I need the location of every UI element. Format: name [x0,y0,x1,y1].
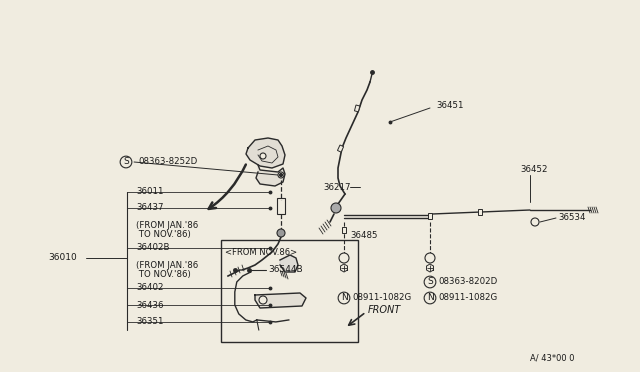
Text: <FROM NOV.86>: <FROM NOV.86> [225,248,297,257]
Text: 36544B: 36544B [268,266,303,275]
Circle shape [339,253,349,263]
Text: 36485: 36485 [350,231,378,240]
Text: 08363-8252D: 08363-8252D [138,157,197,167]
Bar [337,145,344,152]
Circle shape [259,296,267,304]
Circle shape [425,253,435,263]
Polygon shape [246,138,285,168]
Text: FRONT: FRONT [368,305,401,315]
Circle shape [260,153,266,159]
Text: TO NOV.'86): TO NOV.'86) [136,230,191,238]
Text: N: N [427,294,433,302]
Circle shape [531,218,539,226]
Text: 36534: 36534 [558,214,586,222]
Text: 08911-1082G: 08911-1082G [352,294,412,302]
Polygon shape [256,165,285,186]
Bar [355,105,360,112]
Polygon shape [280,255,298,272]
Text: S: S [427,278,433,286]
Text: 36437: 36437 [136,203,163,212]
Text: 36402: 36402 [136,283,163,292]
Bar [221,240,358,342]
Text: A/ 43*00 0: A/ 43*00 0 [530,353,575,362]
Bar [428,213,432,219]
Text: 36010: 36010 [48,253,77,263]
Circle shape [277,229,285,237]
Polygon shape [255,293,306,308]
Text: 36436: 36436 [136,301,163,310]
Text: 36402B: 36402B [136,244,170,253]
Bar [277,198,285,214]
Text: N: N [340,294,348,302]
Bar [478,209,482,215]
Circle shape [280,173,282,176]
Text: 08363-8202D: 08363-8202D [438,278,497,286]
Text: (FROM JAN.'86: (FROM JAN.'86 [136,262,198,270]
Bar [342,227,346,233]
Text: S: S [123,157,129,167]
Text: 36011: 36011 [136,187,163,196]
Text: 36451: 36451 [436,100,463,109]
Text: 08911-1082G: 08911-1082G [438,294,497,302]
Text: TO NOV.'86): TO NOV.'86) [136,269,191,279]
Text: 36351: 36351 [136,317,163,327]
Circle shape [331,203,341,213]
Circle shape [278,172,284,178]
Text: 36452: 36452 [520,166,547,174]
Text: 36217: 36217 [323,183,351,192]
Text: (FROM JAN.'86: (FROM JAN.'86 [136,221,198,231]
